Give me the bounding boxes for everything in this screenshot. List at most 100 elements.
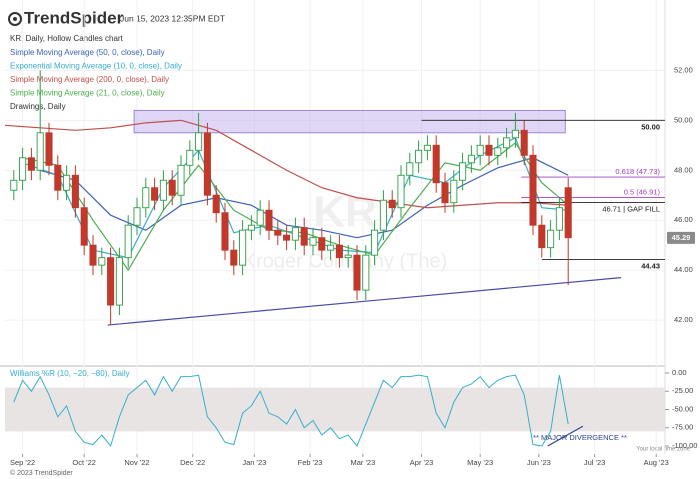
candle-body bbox=[115, 257, 123, 306]
candle-body bbox=[142, 187, 150, 209]
candle bbox=[283, 225, 291, 251]
x-tick-label: Sep '22 bbox=[10, 458, 35, 467]
x-tick-label: Jan '23 bbox=[242, 458, 266, 467]
candle-body bbox=[239, 229, 247, 266]
candle bbox=[344, 245, 352, 268]
candle-body bbox=[379, 199, 387, 231]
candle bbox=[45, 122, 53, 176]
price-level-label: 0.618 (47.73) bbox=[615, 167, 660, 176]
candle-body bbox=[327, 244, 335, 251]
candle bbox=[327, 235, 335, 261]
candle bbox=[71, 165, 79, 218]
last-price-badge bbox=[667, 231, 695, 244]
divergence-line bbox=[547, 425, 584, 447]
price-level-label: 46.71 | GAP FILL bbox=[602, 204, 660, 213]
candle bbox=[406, 152, 414, 186]
y-tick-label: -50.00 bbox=[672, 404, 693, 413]
watermark-name: Kroger Company (The) bbox=[243, 250, 448, 272]
legend-entry: Simple Moving Average (21, 0, close), Da… bbox=[10, 89, 165, 98]
candle bbox=[494, 137, 502, 166]
legend-entry: Simple Moving Average (50, 0, close), Da… bbox=[10, 48, 165, 57]
legend-entry: Simple Moving Average (200, 0, close), D… bbox=[10, 75, 169, 84]
candle-body bbox=[415, 149, 423, 164]
candle-body bbox=[124, 224, 132, 259]
candle-body bbox=[221, 212, 229, 251]
candle-body bbox=[45, 132, 53, 166]
logo-text: TrendSpider bbox=[24, 8, 124, 27]
x-tick-label: Mar '23 bbox=[350, 458, 375, 467]
williams-line bbox=[13, 374, 569, 448]
candle-body bbox=[107, 257, 115, 306]
candle-body bbox=[36, 132, 44, 171]
x-tick-label: Feb '23 bbox=[298, 458, 323, 467]
candle bbox=[291, 217, 299, 251]
candle bbox=[564, 177, 572, 286]
candle-body bbox=[485, 144, 493, 156]
candle-body bbox=[195, 132, 203, 151]
candle-body bbox=[450, 179, 458, 204]
candle bbox=[239, 220, 247, 276]
candle-body bbox=[318, 237, 326, 251]
candle bbox=[450, 170, 458, 213]
candle-body bbox=[151, 187, 159, 201]
candle bbox=[459, 152, 467, 191]
candle-body bbox=[309, 237, 317, 246]
candle-body bbox=[212, 194, 220, 214]
candle bbox=[80, 197, 88, 256]
logo-icon-dot bbox=[13, 17, 17, 21]
candle-body bbox=[10, 179, 18, 191]
candle bbox=[230, 240, 238, 276]
candle bbox=[19, 147, 27, 191]
legend-entry: Exponential Moving Average (10, 0, close… bbox=[10, 62, 182, 71]
x-tick-label: Jul '23 bbox=[584, 458, 605, 467]
candle-body bbox=[555, 207, 563, 231]
y-tick-label: 42.00 bbox=[674, 315, 693, 324]
plot: KR Kroger Company (The) Sep '22 Oct '22 Nov … bbox=[4, 0, 697, 467]
candle-body bbox=[300, 227, 308, 246]
candle-body bbox=[529, 154, 537, 226]
candle-body bbox=[547, 229, 555, 249]
candle bbox=[124, 215, 132, 268]
candle bbox=[203, 122, 211, 206]
x-tick-label: Nov '22 bbox=[124, 458, 149, 467]
candle-body bbox=[406, 162, 414, 176]
price-level-label: 50.00 bbox=[641, 122, 660, 131]
candle-body bbox=[520, 129, 528, 156]
y-tick-label: 0.00 bbox=[672, 368, 687, 377]
candle-body bbox=[63, 174, 71, 191]
logo: TrendSpider bbox=[8, 8, 124, 27]
x-tick-label: May '23 bbox=[467, 458, 493, 467]
candle-body bbox=[27, 157, 35, 171]
timestamp: Jun 15, 2023 12:35PM EDT bbox=[120, 13, 225, 23]
y-tick-label: 44.00 bbox=[674, 265, 693, 274]
candle-body bbox=[291, 227, 299, 241]
candle bbox=[142, 177, 150, 218]
candle-body bbox=[168, 179, 176, 196]
candle-body bbox=[388, 199, 396, 209]
legend-entry: Drawings, Daily bbox=[10, 102, 66, 111]
trendline bbox=[107, 277, 622, 326]
logo-icon bbox=[8, 12, 22, 26]
candle bbox=[335, 235, 343, 268]
candle-body bbox=[247, 224, 255, 231]
x-tick-label: Jun '23 bbox=[527, 458, 551, 467]
candle-body bbox=[494, 147, 502, 156]
candle bbox=[485, 135, 493, 166]
candle bbox=[503, 127, 511, 158]
candle bbox=[388, 190, 396, 218]
y-tick-label: -75.00 bbox=[672, 423, 693, 432]
candle-body bbox=[230, 249, 238, 266]
candle bbox=[115, 247, 123, 316]
x-tick-label: Apr '23 bbox=[410, 458, 434, 467]
candle bbox=[151, 177, 159, 211]
candle bbox=[98, 247, 106, 276]
y-tick-label: 48.00 bbox=[674, 165, 693, 174]
candle bbox=[10, 170, 18, 201]
candle-body bbox=[177, 164, 185, 196]
candle bbox=[195, 112, 203, 161]
divergence-annotation: ** MAJOR DIVERGENCE ** bbox=[533, 433, 627, 442]
candle-body bbox=[511, 129, 519, 139]
candle bbox=[415, 140, 423, 173]
candle-body bbox=[476, 144, 484, 156]
candle bbox=[362, 245, 370, 301]
